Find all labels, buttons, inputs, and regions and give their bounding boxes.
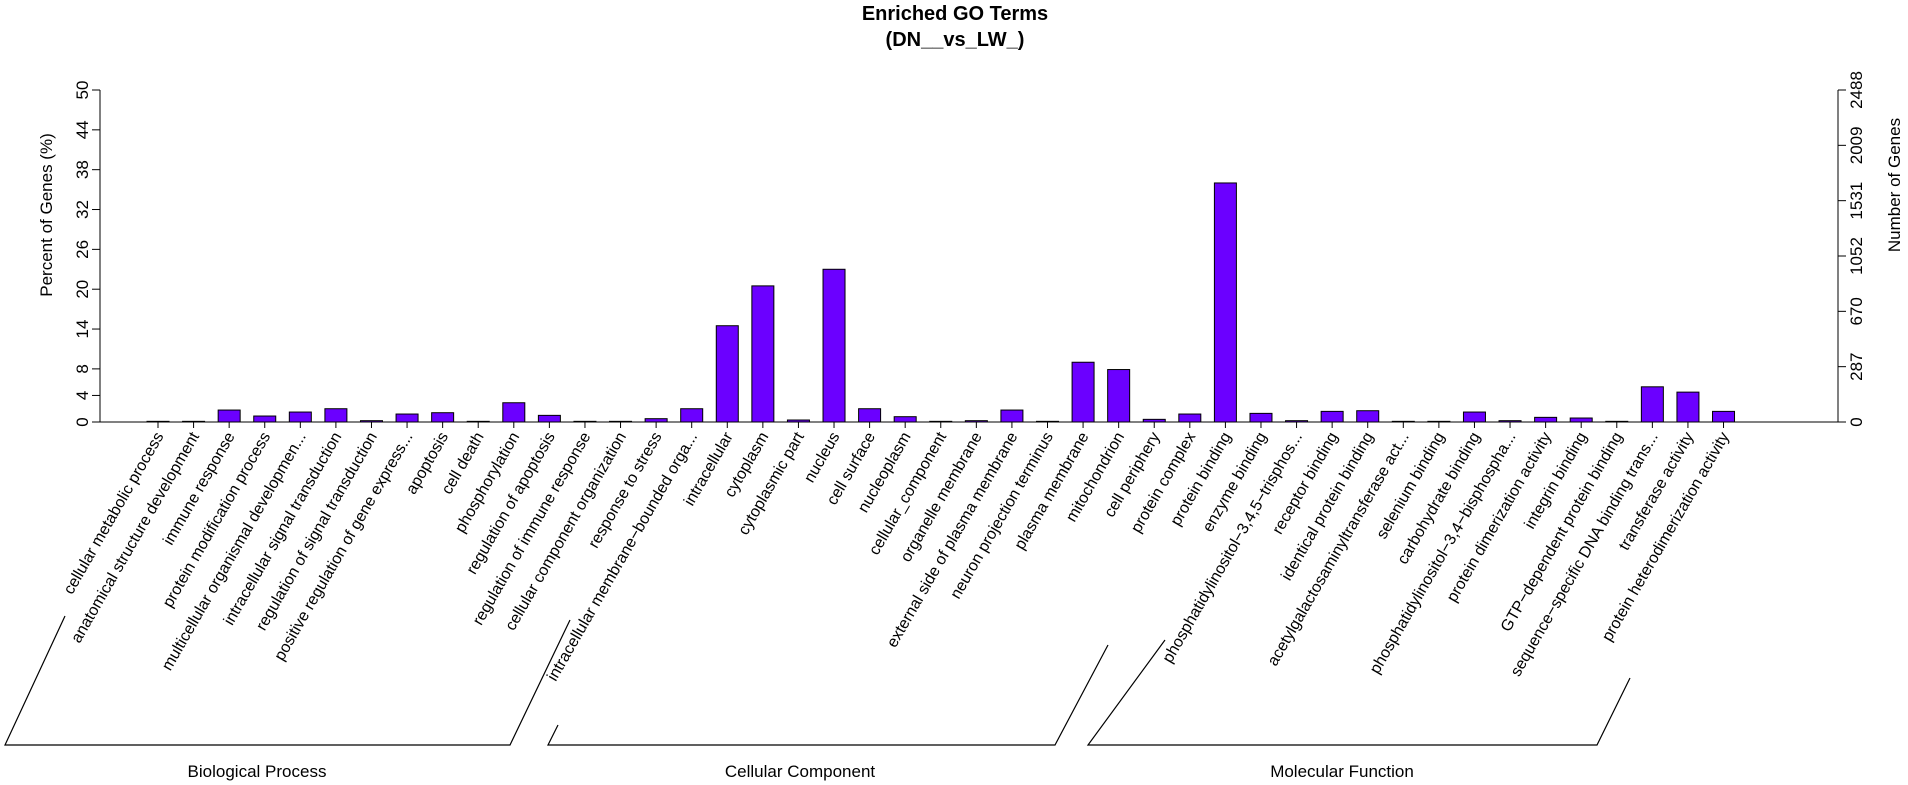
bar: [929, 420, 953, 423]
y-tick-label: 26: [73, 240, 92, 259]
y2-axis-label: Number of Genes: [1885, 118, 1904, 252]
y-tick-label: 38: [73, 160, 92, 179]
group-label: Biological Process: [188, 762, 327, 781]
y2-tick-label: 1052: [1847, 237, 1866, 275]
bar: [1356, 410, 1380, 423]
group-label: Cellular Component: [725, 762, 876, 781]
group-label: Molecular Function: [1270, 762, 1414, 781]
bar: [1462, 411, 1486, 423]
bar: [1249, 412, 1273, 423]
bar: [858, 408, 882, 423]
chart-title: Enriched GO Terms: [862, 3, 1048, 25]
y-tick-label: 14: [73, 320, 92, 339]
y-tick-label: 50: [73, 81, 92, 100]
axes: 0 4 8 14 20 26 32 38 44 50 0 287 670 1052 1531 2009 2488: [73, 71, 1866, 428]
y2-tick-label: 2009: [1847, 126, 1866, 164]
group-bracket: [547, 644, 1109, 746]
bar: [786, 419, 810, 423]
bar: [1569, 417, 1593, 423]
bar: [1107, 369, 1131, 423]
bar: [644, 418, 668, 423]
bar: [146, 420, 170, 423]
bar: [466, 420, 490, 423]
bar: [1712, 410, 1736, 423]
y-tick-label: 32: [73, 200, 92, 219]
bar: [751, 285, 775, 423]
bar: [182, 420, 206, 423]
category-label: cytoplasmic part: [735, 429, 808, 538]
bar: [537, 414, 561, 423]
bar: [1605, 420, 1629, 423]
y2-tick-label: 2488: [1847, 71, 1866, 109]
bar: [1640, 386, 1664, 423]
bar: [1320, 410, 1344, 423]
bar: [359, 420, 383, 423]
bar: [431, 412, 455, 423]
group-bracket: [1086, 639, 1631, 746]
bar: [288, 411, 312, 423]
bars: [146, 182, 1736, 423]
bar: [502, 402, 526, 423]
y-axis-label: Percent of Genes (%): [37, 133, 56, 296]
bar: [893, 416, 917, 423]
group-brackets: Biological Process Cellular Component Mole…: [4, 615, 1631, 781]
y2-tick-label: 287: [1847, 352, 1866, 380]
group-bracket: [4, 615, 571, 746]
bar: [680, 408, 704, 423]
y-tick-label: 8: [73, 364, 92, 373]
bar: [1534, 416, 1558, 423]
bar: [1285, 420, 1309, 423]
bar: [1391, 420, 1415, 423]
bar: [1676, 391, 1700, 423]
bar: [395, 413, 419, 423]
y-tick-label: 4: [73, 391, 92, 400]
y2-tick-label: 0: [1847, 417, 1866, 426]
bar: [253, 415, 277, 423]
bar: [1000, 409, 1024, 423]
chart-subtitle: (DN__vs_LW_): [886, 29, 1025, 51]
bar: [324, 408, 348, 423]
bar: [1427, 420, 1451, 423]
bar: [964, 420, 988, 423]
bar: [573, 420, 597, 423]
bar: [1142, 418, 1166, 423]
bar: [1036, 420, 1059, 423]
bar: [1178, 413, 1202, 423]
bar: [609, 420, 633, 423]
y2-tick-label: 670: [1847, 297, 1866, 325]
bar: [822, 268, 846, 423]
bar: [715, 325, 739, 423]
y2-tick-label: 1531: [1847, 182, 1866, 220]
bar: [1213, 182, 1237, 423]
y-tick-label: 44: [73, 120, 92, 139]
y-tick-label: 0: [73, 417, 92, 426]
bar: [217, 409, 241, 423]
bar: [1071, 361, 1095, 423]
bar: [1498, 420, 1522, 423]
y-tick-label: 20: [73, 280, 92, 299]
